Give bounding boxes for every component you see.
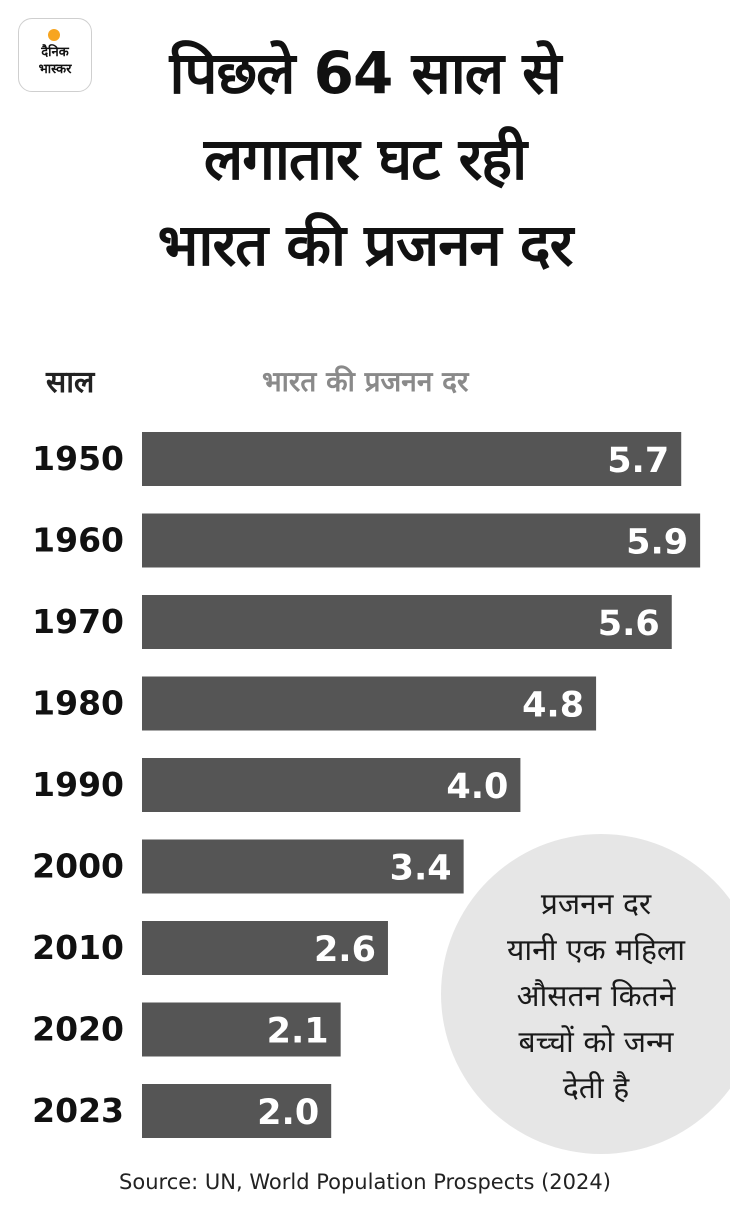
fertility-bar	[142, 839, 464, 894]
bar-value-label: 5.7	[607, 441, 669, 481]
fertility-bar	[142, 513, 701, 568]
definition-note: प्रजनन दर यानी एक महिला औसतन कितने बच्चो…	[506, 887, 686, 1106]
bar-value-label: 2.1	[267, 1012, 329, 1052]
bar-value-label: 2.0	[257, 1093, 319, 1133]
dainik-bhaskar-logo: दैनिक भास्कर	[18, 18, 92, 92]
bar-value-label: 3.4	[390, 849, 452, 889]
fertility-bar	[142, 1002, 341, 1057]
fertility-bar	[142, 595, 672, 649]
year-label: 1990	[32, 765, 124, 804]
year-label: 1950	[32, 439, 124, 478]
year-label: 2010	[32, 928, 124, 967]
rate-column-header: भारत की प्रजनन दर	[262, 365, 469, 398]
bar-value-label: 4.8	[522, 686, 584, 726]
page-title: पिछले 64 साल से लगातार घट रही भारत की प्…	[157, 39, 574, 279]
definition-circle	[441, 834, 730, 1154]
fertility-bar	[142, 1084, 332, 1138]
fertility-bar	[142, 432, 682, 486]
year-label: 2023	[32, 1091, 124, 1130]
logo-text: दैनिक भास्कर	[38, 45, 72, 77]
fertility-bar	[142, 758, 521, 812]
bar-value-label: 2.6	[314, 930, 376, 970]
bar-value-label: 5.9	[626, 523, 688, 563]
year-label: 2000	[32, 847, 124, 886]
year-label: 1980	[32, 684, 124, 723]
bar-value-label: 4.0	[446, 767, 508, 807]
year-column-header: साल	[46, 365, 95, 400]
bar-value-label: 5.6	[598, 604, 660, 644]
sun-dot-icon	[48, 29, 60, 41]
fertility-bar	[142, 676, 597, 731]
year-label: 1970	[32, 602, 124, 641]
source-credit: Source: UN, World Population Prospects (…	[119, 1170, 611, 1194]
year-label: 1960	[32, 521, 124, 560]
year-label: 2020	[32, 1010, 124, 1049]
fertility-bar	[142, 921, 388, 975]
